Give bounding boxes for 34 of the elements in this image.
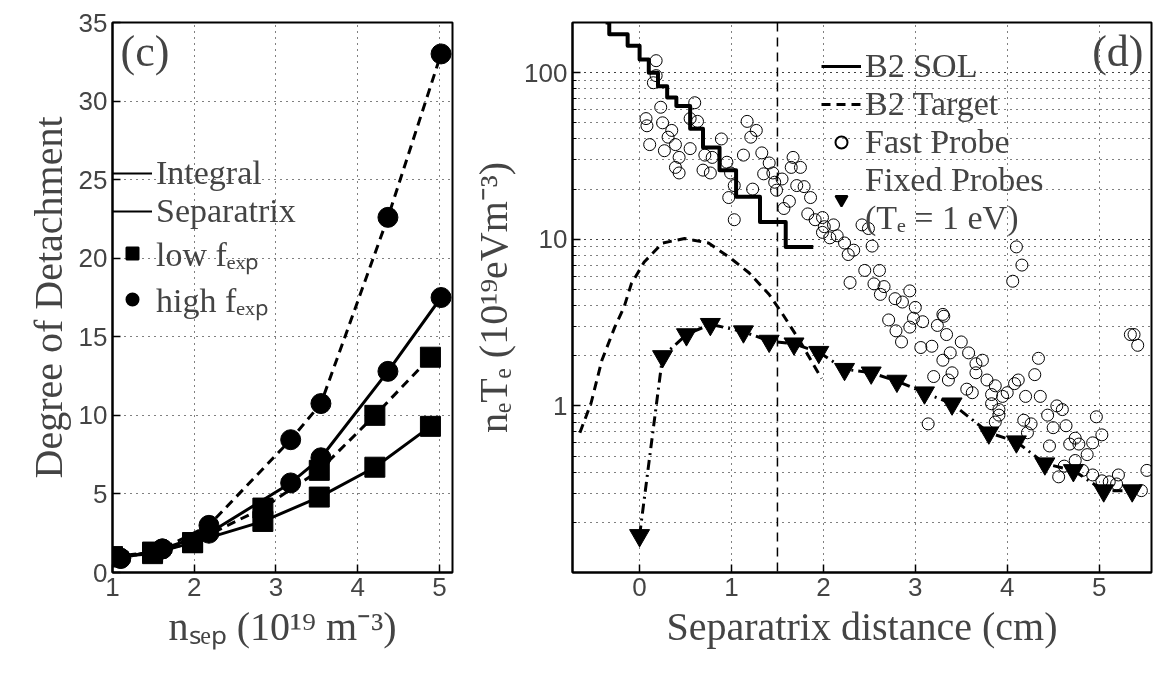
y-tick-label: 5: [93, 478, 108, 509]
y-tick-label: 10: [78, 400, 108, 431]
x-tick-label: 4: [999, 571, 1015, 602]
annotation: Integral: [156, 154, 262, 192]
y-tick-label: 35: [78, 7, 108, 38]
x-tick-label: 5: [1091, 571, 1107, 602]
x-tick-label: 5: [432, 571, 447, 602]
y-tick-label: 100: [524, 57, 568, 88]
x-tick-label: 3: [908, 571, 923, 602]
legend-label: low fₑₓₚ: [156, 235, 260, 276]
annotation: (d): [1092, 26, 1144, 76]
legend-label: high fₑₓₚ: [156, 281, 269, 322]
y-tick-label: 30: [78, 86, 108, 117]
x-tick-label: 2: [816, 571, 831, 602]
x-axis-title: Separatrix distance (cm): [666, 603, 1058, 649]
y-axis-title: nₑTₑ (10¹⁹eVm⁻³): [471, 161, 517, 434]
annotation: Separatrix: [156, 192, 296, 230]
legend-label: B2 Target: [865, 85, 999, 123]
x-tick-label: 2: [187, 571, 202, 602]
y-tick-label: 10: [538, 224, 568, 255]
y-tick-label: 25: [78, 164, 108, 195]
legend-label: B2 SOL: [865, 47, 978, 85]
x-axis-title: nₛₑₚ (10¹⁹ m⁻³): [168, 603, 397, 650]
annotation: (c): [120, 26, 170, 76]
legend-label: Fast Probe: [865, 123, 1010, 161]
x-tick-label: 4: [350, 571, 365, 602]
y-axis-title: Degree of Detachment: [25, 116, 71, 479]
y-tick-label: 1: [553, 390, 568, 421]
legend-label: Fixed Probes (Tₑ = 1 eV): [865, 161, 1044, 237]
y-tick-label: 15: [78, 321, 108, 352]
x-tick-label: 1: [724, 571, 739, 602]
x-tick-label: 0: [632, 571, 647, 602]
y-tick-label: 20: [78, 243, 108, 274]
x-tick-label: 3: [268, 571, 284, 602]
